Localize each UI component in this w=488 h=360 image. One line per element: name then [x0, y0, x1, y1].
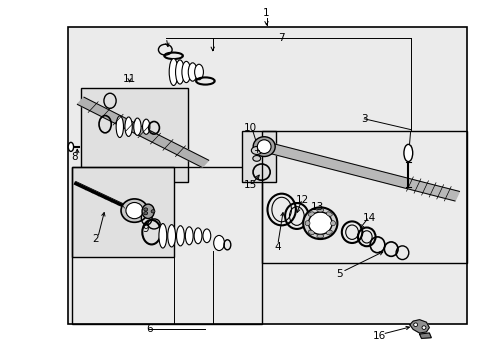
Ellipse shape: [308, 212, 314, 216]
Ellipse shape: [413, 323, 417, 327]
Polygon shape: [77, 97, 208, 167]
Ellipse shape: [185, 227, 193, 245]
Ellipse shape: [125, 117, 132, 136]
Text: 15: 15: [243, 180, 257, 190]
Ellipse shape: [325, 230, 331, 235]
Text: 1: 1: [263, 8, 269, 18]
Ellipse shape: [143, 212, 147, 215]
Ellipse shape: [182, 61, 190, 83]
Ellipse shape: [126, 202, 143, 219]
Ellipse shape: [194, 64, 203, 80]
Ellipse shape: [325, 212, 331, 216]
Text: 4: 4: [274, 242, 281, 252]
Ellipse shape: [175, 60, 184, 84]
Ellipse shape: [151, 210, 155, 213]
Ellipse shape: [143, 208, 147, 211]
Text: 9: 9: [142, 224, 149, 234]
Ellipse shape: [308, 230, 314, 235]
Ellipse shape: [316, 208, 323, 212]
Ellipse shape: [330, 221, 335, 226]
Ellipse shape: [142, 119, 149, 134]
Text: 14: 14: [362, 213, 375, 223]
Text: 3: 3: [360, 114, 367, 124]
Ellipse shape: [194, 228, 202, 244]
Text: 8: 8: [71, 152, 78, 162]
Bar: [72, 167, 173, 257]
Polygon shape: [265, 143, 459, 201]
Text: 11: 11: [122, 74, 136, 84]
Ellipse shape: [133, 118, 141, 135]
Bar: [81, 88, 188, 182]
Ellipse shape: [121, 199, 147, 222]
Polygon shape: [409, 320, 428, 333]
Ellipse shape: [308, 212, 331, 234]
Ellipse shape: [305, 221, 309, 226]
Text: 5: 5: [336, 269, 343, 279]
Ellipse shape: [316, 234, 323, 238]
Text: 10: 10: [244, 123, 256, 133]
Ellipse shape: [167, 225, 175, 247]
Ellipse shape: [203, 229, 210, 243]
Ellipse shape: [253, 137, 275, 157]
Ellipse shape: [303, 207, 337, 239]
Ellipse shape: [421, 326, 425, 329]
Ellipse shape: [142, 204, 154, 219]
Ellipse shape: [257, 140, 270, 153]
Bar: [261, 131, 466, 263]
Text: 7: 7: [277, 33, 284, 43]
Polygon shape: [419, 333, 430, 338]
Ellipse shape: [188, 63, 197, 81]
Ellipse shape: [403, 144, 412, 162]
Text: 6: 6: [145, 324, 152, 334]
Text: 2: 2: [92, 234, 99, 244]
Text: 16: 16: [371, 330, 385, 341]
Ellipse shape: [169, 58, 178, 85]
Ellipse shape: [252, 156, 260, 161]
Ellipse shape: [176, 226, 184, 246]
Ellipse shape: [68, 143, 73, 152]
Text: 13: 13: [310, 202, 324, 212]
Text: 12: 12: [295, 195, 308, 205]
Ellipse shape: [251, 147, 262, 154]
Bar: [72, 167, 261, 324]
Ellipse shape: [116, 116, 123, 138]
Bar: [68, 27, 466, 324]
Bar: [242, 131, 276, 182]
Ellipse shape: [159, 224, 166, 248]
Ellipse shape: [213, 235, 224, 251]
